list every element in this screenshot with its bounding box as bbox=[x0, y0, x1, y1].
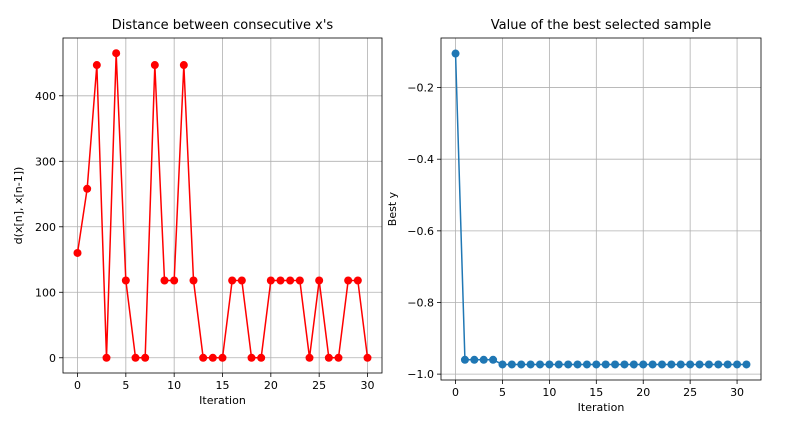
point bbox=[228, 276, 237, 285]
point bbox=[657, 360, 666, 369]
y-tick-label: 100 bbox=[35, 286, 56, 299]
x-tick-label: 30 bbox=[730, 386, 744, 399]
plot-frame bbox=[440, 37, 762, 381]
point bbox=[526, 360, 535, 369]
point bbox=[218, 353, 227, 362]
point bbox=[470, 355, 479, 364]
point bbox=[460, 355, 469, 364]
point bbox=[295, 276, 304, 285]
point bbox=[545, 360, 554, 369]
point bbox=[479, 355, 488, 364]
y-tick-label: −0.4 bbox=[407, 153, 434, 166]
point bbox=[601, 360, 610, 369]
point bbox=[189, 276, 198, 285]
chart-title: Distance between consecutive x's bbox=[112, 18, 334, 33]
point bbox=[102, 353, 111, 362]
point bbox=[554, 360, 563, 369]
point bbox=[160, 276, 169, 285]
point bbox=[73, 248, 82, 257]
point bbox=[629, 360, 638, 369]
point bbox=[247, 353, 256, 362]
y-tick-label: 200 bbox=[35, 221, 56, 234]
point bbox=[237, 276, 246, 285]
point bbox=[315, 276, 324, 285]
point bbox=[150, 61, 159, 70]
point bbox=[266, 276, 275, 285]
point bbox=[257, 353, 266, 362]
point bbox=[121, 276, 130, 285]
x-tick-label: 15 bbox=[216, 379, 230, 392]
point bbox=[517, 360, 526, 369]
y-tick-label: 400 bbox=[35, 90, 56, 103]
x-axis-label: Iteration bbox=[578, 401, 625, 414]
x-tick-label: 10 bbox=[542, 386, 556, 399]
x-tick-label: 25 bbox=[312, 379, 326, 392]
point bbox=[131, 353, 140, 362]
x-tick-label: 10 bbox=[167, 379, 181, 392]
y-tick-label: −0.8 bbox=[407, 296, 434, 309]
x-tick-label: 20 bbox=[636, 386, 650, 399]
point bbox=[179, 61, 188, 70]
point bbox=[723, 360, 732, 369]
point bbox=[648, 360, 657, 369]
x-tick-label: 5 bbox=[122, 379, 129, 392]
point bbox=[451, 49, 460, 58]
point bbox=[199, 353, 208, 362]
x-axis-label: Iteration bbox=[199, 394, 246, 407]
point bbox=[592, 360, 601, 369]
point bbox=[286, 276, 295, 285]
x-tick-label: 20 bbox=[264, 379, 278, 392]
point bbox=[695, 360, 704, 369]
y-tick-label: 0 bbox=[49, 352, 56, 365]
point bbox=[83, 184, 92, 193]
point bbox=[507, 360, 516, 369]
point bbox=[714, 360, 723, 369]
point bbox=[208, 353, 217, 362]
point bbox=[112, 49, 121, 58]
chart-title: Value of the best selected sample bbox=[491, 18, 712, 33]
point bbox=[686, 360, 695, 369]
x-tick-label: 25 bbox=[683, 386, 697, 399]
y-tick-label: 300 bbox=[35, 155, 56, 168]
point bbox=[620, 360, 629, 369]
y-tick-label: −0.6 bbox=[407, 225, 434, 238]
point bbox=[704, 360, 713, 369]
point bbox=[344, 276, 353, 285]
point bbox=[353, 276, 362, 285]
point bbox=[305, 353, 314, 362]
point bbox=[611, 360, 620, 369]
x-tick-label: 0 bbox=[452, 386, 459, 399]
point bbox=[536, 360, 545, 369]
point bbox=[92, 61, 101, 70]
x-tick-label: 5 bbox=[499, 386, 506, 399]
y-tick-label: −1.0 bbox=[407, 368, 434, 381]
point bbox=[363, 353, 372, 362]
point bbox=[170, 276, 179, 285]
point bbox=[141, 353, 150, 362]
point bbox=[639, 360, 648, 369]
point bbox=[573, 360, 582, 369]
y-tick-label: −0.2 bbox=[407, 82, 434, 95]
point bbox=[742, 360, 751, 369]
point bbox=[498, 360, 507, 369]
x-tick-label: 30 bbox=[361, 379, 375, 392]
point bbox=[334, 353, 343, 362]
y-axis-label: d(x[n], x[n-1]) bbox=[12, 167, 25, 245]
point bbox=[324, 353, 333, 362]
point bbox=[676, 360, 685, 369]
point bbox=[489, 355, 498, 364]
x-tick-label: 0 bbox=[74, 379, 81, 392]
point bbox=[733, 360, 742, 369]
x-tick-label: 15 bbox=[589, 386, 603, 399]
point bbox=[276, 276, 285, 285]
series-line bbox=[454, 53, 747, 366]
point bbox=[667, 360, 676, 369]
y-axis-label: Best y bbox=[386, 191, 399, 226]
point bbox=[582, 360, 591, 369]
point bbox=[564, 360, 573, 369]
plot-frame bbox=[62, 37, 383, 374]
